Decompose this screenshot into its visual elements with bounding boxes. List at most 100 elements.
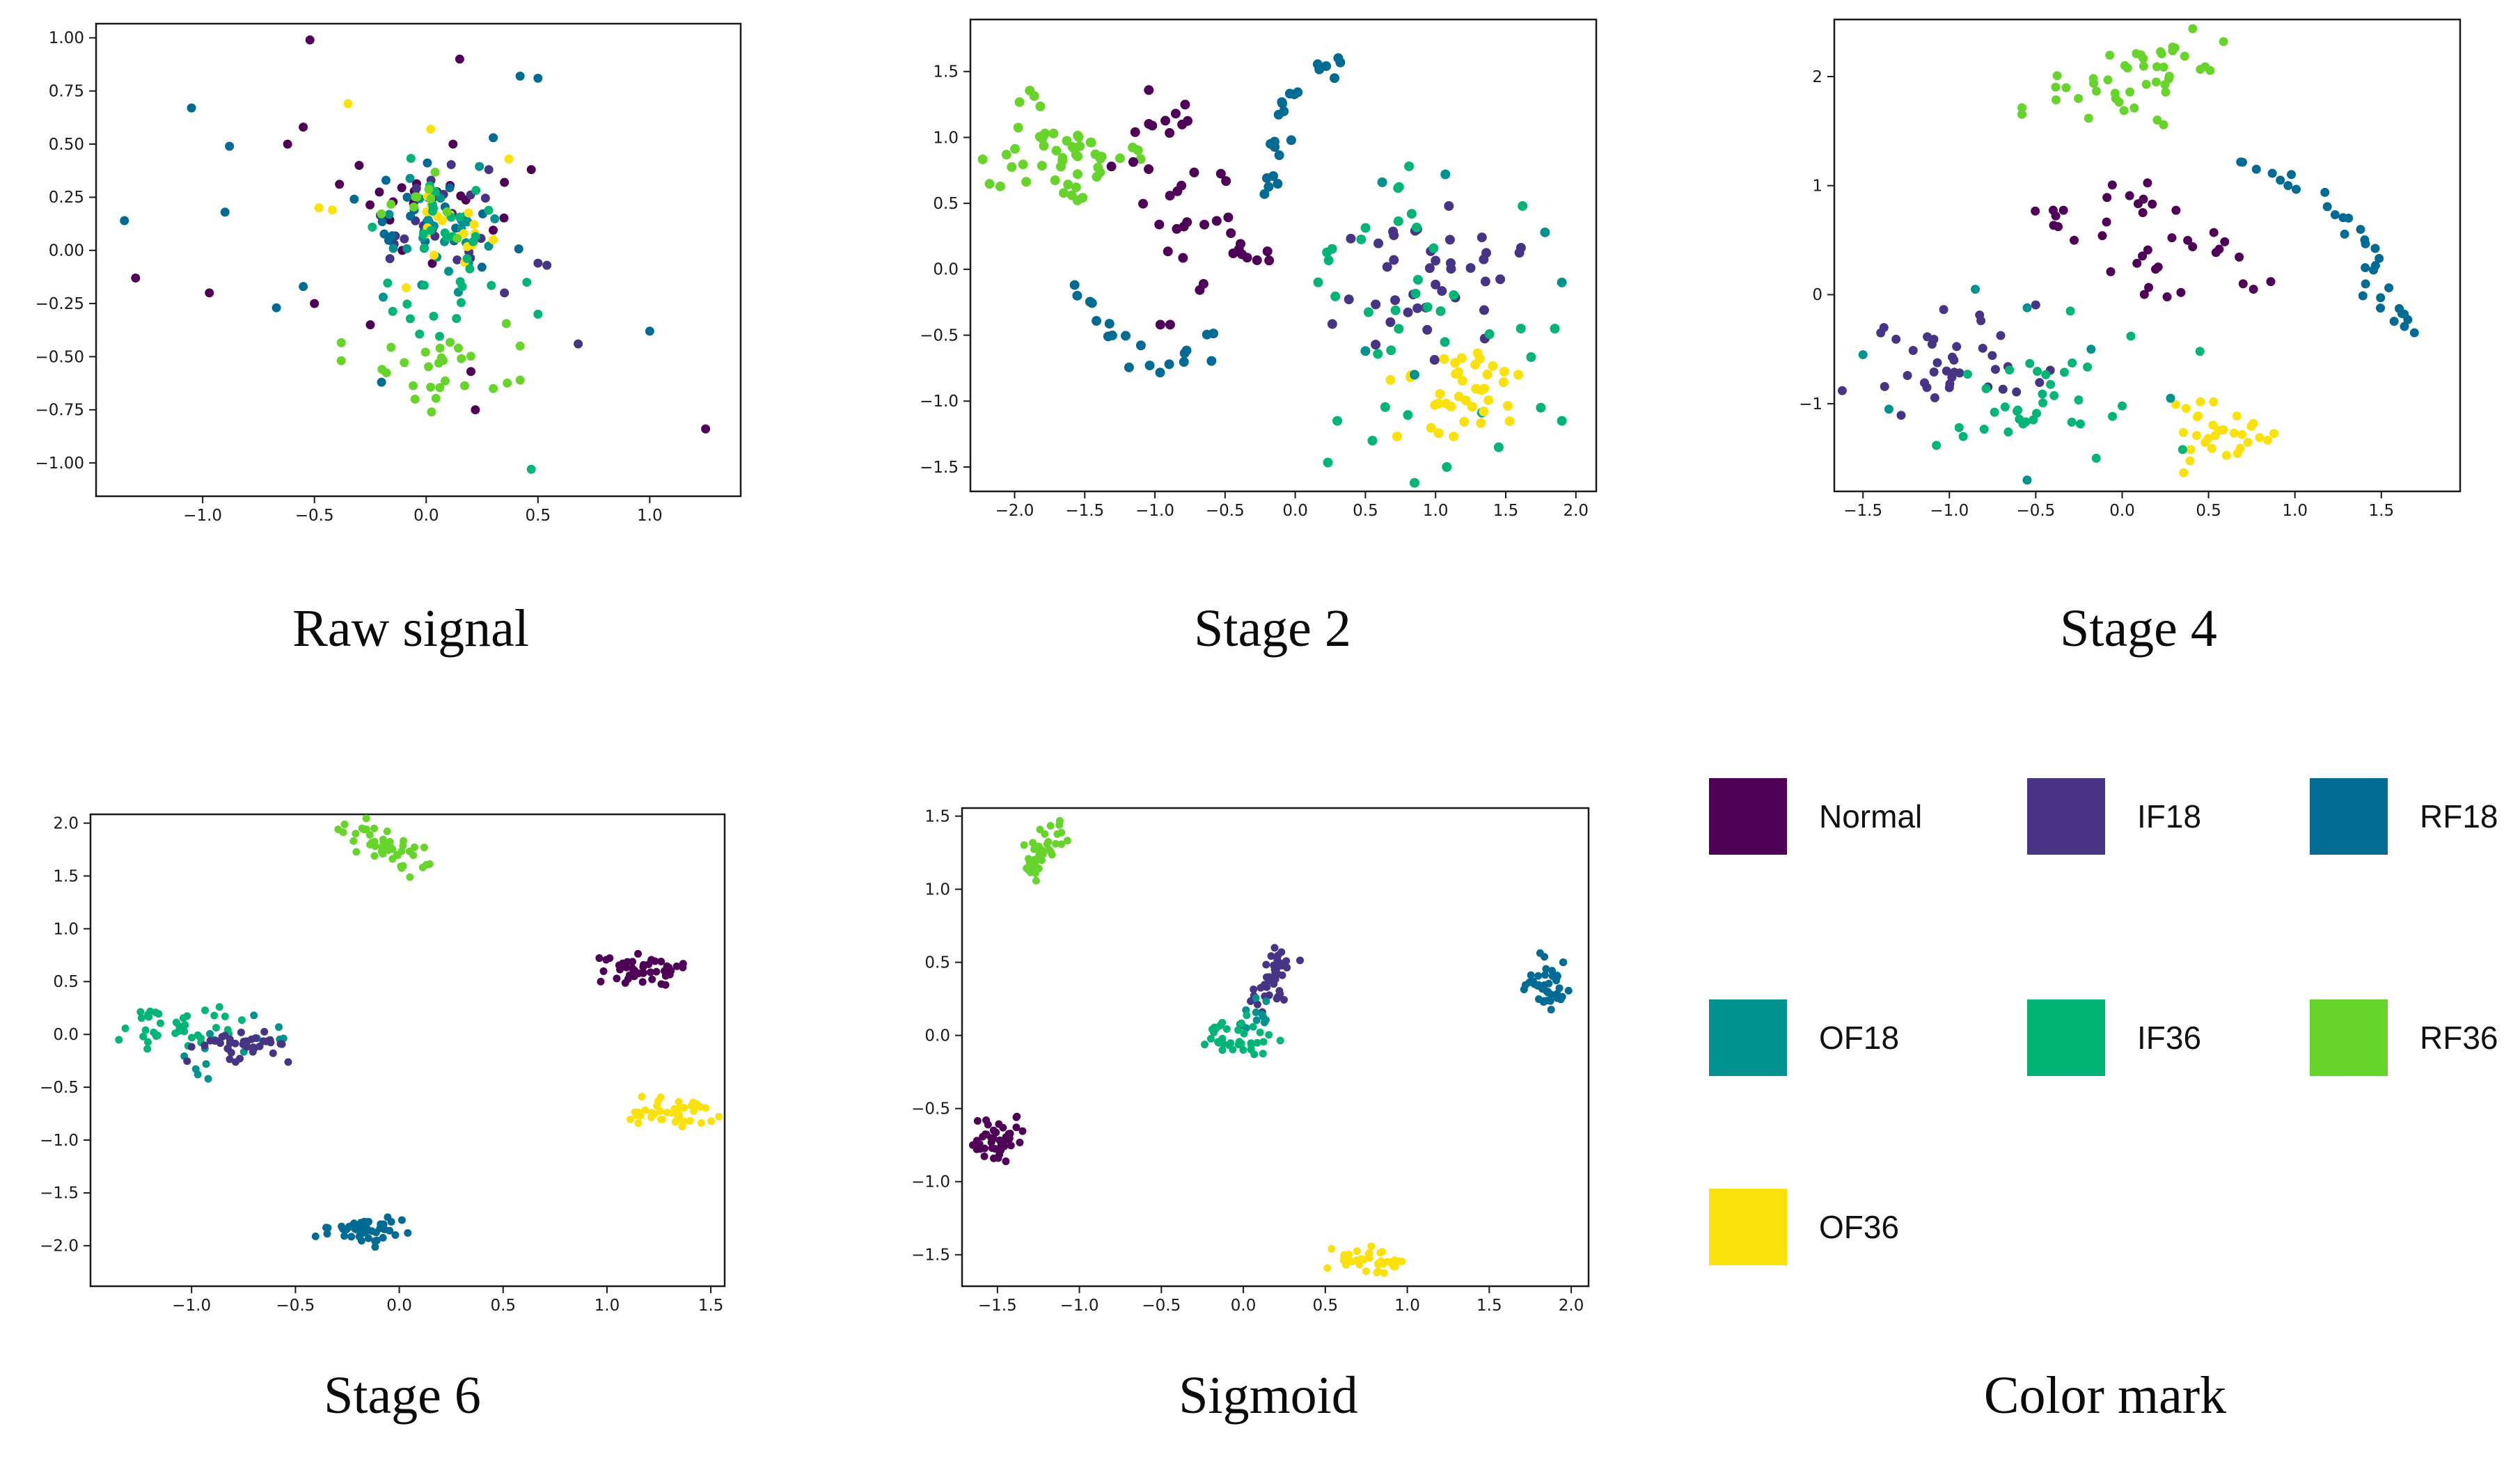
data-point bbox=[1039, 850, 1047, 858]
data-point bbox=[2041, 370, 2051, 379]
y-tick-label: 1.0 bbox=[924, 880, 950, 899]
data-point bbox=[1431, 279, 1441, 290]
data-point bbox=[2012, 387, 2022, 397]
data-point bbox=[1253, 1038, 1261, 1047]
data-point bbox=[599, 967, 608, 975]
data-point bbox=[638, 1093, 646, 1101]
data-point bbox=[440, 376, 450, 386]
data-point bbox=[1063, 180, 1073, 190]
data-point bbox=[522, 278, 532, 287]
data-point bbox=[1367, 436, 1378, 446]
data-point bbox=[1493, 442, 1504, 452]
data-point bbox=[629, 958, 637, 966]
data-point bbox=[311, 1232, 320, 1240]
data-point bbox=[2370, 244, 2380, 253]
data-point bbox=[381, 175, 391, 185]
data-point bbox=[1328, 1244, 1336, 1253]
data-point bbox=[648, 975, 656, 983]
data-point bbox=[2171, 400, 2180, 409]
data-point bbox=[1498, 377, 1509, 388]
data-point bbox=[2237, 429, 2247, 439]
data-point bbox=[387, 1217, 395, 1226]
data-point bbox=[429, 311, 439, 321]
data-point bbox=[362, 814, 370, 823]
data-point bbox=[975, 1140, 984, 1148]
data-point bbox=[2138, 251, 2148, 261]
data-point bbox=[1380, 1269, 1388, 1277]
data-point bbox=[2188, 24, 2198, 33]
data-point bbox=[1457, 376, 1467, 386]
data-point bbox=[466, 351, 475, 361]
data-point bbox=[1923, 332, 1932, 342]
data-point bbox=[1422, 324, 1433, 335]
legend-swatch-of36 bbox=[1709, 1189, 1787, 1265]
y-tick-label: −2.0 bbox=[40, 1237, 79, 1256]
data-point bbox=[1529, 977, 1537, 986]
data-point bbox=[1046, 821, 1055, 830]
data-point bbox=[399, 837, 407, 845]
data-point bbox=[647, 1109, 656, 1117]
data-point bbox=[1133, 145, 1143, 155]
y-tick-label: −1.5 bbox=[40, 1185, 79, 1203]
data-point bbox=[2107, 180, 2117, 190]
data-point bbox=[466, 367, 475, 377]
data-point bbox=[1958, 432, 1968, 441]
data-point bbox=[1323, 1264, 1332, 1272]
data-point bbox=[1252, 255, 1262, 265]
data-point bbox=[2267, 168, 2277, 178]
data-point bbox=[515, 341, 525, 351]
data-point bbox=[425, 860, 434, 868]
data-point bbox=[402, 244, 412, 253]
y-tick-label: 0.0 bbox=[53, 1026, 79, 1044]
data-point bbox=[448, 139, 458, 149]
data-point bbox=[606, 954, 614, 963]
data-point bbox=[442, 207, 452, 216]
data-point bbox=[2170, 43, 2180, 53]
data-point bbox=[250, 1011, 258, 1020]
axis-ticks: −1.0 −0.5 0.0 0.5 1.0 1.5 2.0 1.5 1.0 0.5 0.0 −0.5 −… bbox=[40, 814, 723, 1315]
data-point bbox=[1380, 402, 1390, 412]
data-point bbox=[1353, 1247, 1361, 1256]
data-point bbox=[206, 1036, 214, 1045]
data-point bbox=[1371, 299, 1381, 310]
data-point bbox=[2035, 378, 2045, 388]
legend-label-if36: IF36 bbox=[2137, 1020, 2202, 1056]
data-point bbox=[2178, 427, 2188, 437]
data-point bbox=[1155, 367, 1165, 378]
data-point bbox=[2251, 164, 2261, 174]
data-point bbox=[2083, 362, 2093, 372]
data-point bbox=[340, 1232, 349, 1240]
data-point bbox=[1392, 432, 1402, 442]
caption-color-mark: Color mark bbox=[1983, 1366, 2227, 1425]
data-point bbox=[365, 200, 375, 209]
data-point bbox=[1315, 63, 1325, 73]
x-tick-label: 0.0 bbox=[2109, 502, 2135, 520]
y-tick-label: 0.25 bbox=[49, 189, 84, 207]
legend-label-of36: OF36 bbox=[1819, 1209, 1900, 1245]
data-point bbox=[2255, 433, 2265, 443]
data-point bbox=[1273, 109, 1284, 120]
data-point bbox=[1484, 329, 1495, 340]
data-point bbox=[1179, 357, 1189, 367]
data-point bbox=[1172, 186, 1183, 196]
data-point bbox=[204, 1075, 212, 1083]
data-point bbox=[515, 375, 525, 385]
data-point bbox=[2266, 277, 2276, 287]
data-point bbox=[2292, 184, 2301, 194]
data-point bbox=[2143, 178, 2152, 188]
y-tick-label: −1.5 bbox=[920, 459, 959, 477]
data-point bbox=[968, 1141, 977, 1149]
data-point bbox=[1222, 1025, 1231, 1034]
data-point bbox=[2220, 237, 2230, 246]
data-point bbox=[2017, 109, 2027, 119]
data-point bbox=[2105, 50, 2115, 60]
data-point bbox=[1189, 167, 1199, 177]
data-point bbox=[464, 208, 473, 218]
data-point bbox=[2022, 475, 2032, 485]
data-point bbox=[2369, 265, 2379, 275]
data-point bbox=[2143, 245, 2152, 255]
data-point bbox=[1024, 855, 1032, 863]
data-point bbox=[1393, 216, 1403, 226]
data-point bbox=[1267, 952, 1275, 960]
data-point bbox=[1057, 828, 1066, 837]
